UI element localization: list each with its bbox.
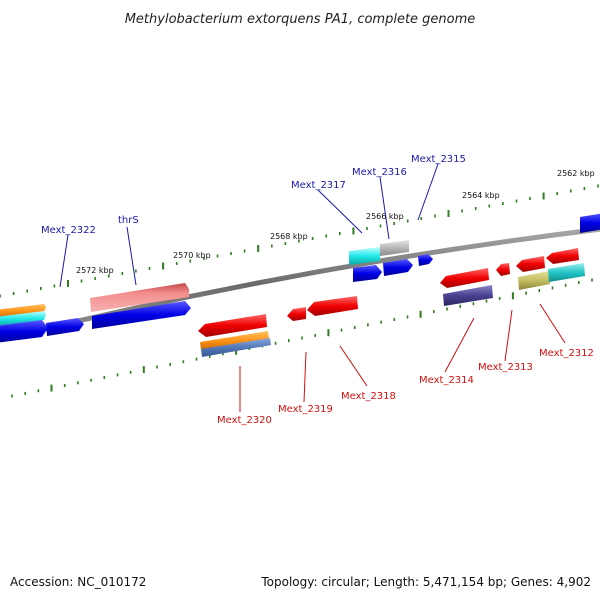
leader-line [59, 234, 69, 288]
gene-arrow-mext-2315[interactable] [418, 254, 433, 266]
gene-arrow-thrs-homolog[interactable] [90, 283, 189, 312]
leader-line [379, 176, 390, 240]
gene-label-mext-2316[interactable]: Mext_2316 [352, 167, 407, 178]
accession-text: Accession: NC_010172 [10, 575, 146, 589]
gene-arrow[interactable] [0, 311, 46, 326]
gene-arrow-mext-2316[interactable] [383, 259, 413, 276]
gene-arrow[interactable] [201, 338, 271, 357]
reverse-strand-features [198, 248, 585, 357]
gene-label-mext-2320[interactable]: Mext_2320 [217, 415, 272, 426]
genome-summary-text: Topology: circular; Length: 5,471,154 bp… [260, 575, 591, 589]
gene-arrow[interactable] [546, 248, 579, 264]
gene-label-mext-2322[interactable]: Mext_2322 [41, 225, 96, 236]
tick-row-inner [11, 278, 593, 398]
tick-row-outer [0, 184, 599, 298]
forward-leaders [59, 163, 439, 288]
leader-line [126, 226, 137, 286]
tick-label: 2572 kbp [76, 266, 114, 275]
gene-arrow[interactable] [380, 240, 409, 256]
tick-labels: 2572 kbp 2570 kbp 2568 kbp 2566 kbp 2564… [76, 169, 595, 275]
leader-line [303, 351, 307, 403]
tick-label: 2570 kbp [173, 251, 211, 260]
gene-arrow[interactable] [580, 213, 600, 233]
forward-gene-labels: Mext_2322 thrS Mext_2317 Mext_2316 Mext_… [41, 154, 466, 236]
gene-arrow[interactable] [200, 331, 269, 350]
tick-label: 2568 kbp [270, 232, 308, 241]
gene-arrow[interactable] [548, 263, 585, 282]
leader-line [504, 309, 513, 362]
leader-line [317, 189, 363, 234]
gene-label-thrs[interactable]: thrS [118, 215, 139, 226]
gene-label-mext-2318[interactable]: Mext_2318 [341, 391, 396, 402]
gene-arrow-mext-2314[interactable] [440, 268, 489, 288]
gene-label-mext-2319[interactable]: Mext_2319 [278, 404, 333, 415]
gene-arrow-thrs[interactable] [92, 301, 191, 329]
forward-strand-features [0, 213, 600, 343]
gene-arrow-mext-2317[interactable] [353, 265, 382, 282]
gene-arrow[interactable] [0, 304, 46, 318]
gene-arrow-mext-2313[interactable] [496, 263, 510, 276]
gene-arrow[interactable] [518, 271, 550, 290]
leader-line [539, 303, 566, 344]
leader-line [417, 163, 439, 221]
gene-arrow-mext-2312[interactable] [516, 256, 545, 272]
tick-label: 2564 kbp [462, 191, 500, 200]
gene-arrow-mext-2318[interactable] [307, 296, 358, 316]
tick-label: 2566 kbp [366, 212, 404, 221]
gene-arrow-mext-2319[interactable] [287, 307, 306, 321]
gene-arrow[interactable] [443, 285, 493, 306]
gene-label-mext-2315[interactable]: Mext_2315 [411, 154, 466, 165]
gene-label-mext-2314[interactable]: Mext_2314 [419, 375, 474, 386]
map-title: Methylobacterium extorquens PA1, complet… [125, 12, 476, 27]
gene-arrow[interactable] [46, 318, 84, 336]
reverse-gene-labels: Mext_2320 Mext_2319 Mext_2318 Mext_2314 … [217, 348, 594, 426]
reverse-leaders [239, 303, 566, 412]
gene-label-mext-2312[interactable]: Mext_2312 [539, 348, 594, 359]
gene-label-mext-2313[interactable]: Mext_2313 [478, 362, 533, 373]
leader-line [444, 317, 475, 373]
gene-arrow[interactable] [349, 247, 380, 265]
gene-label-mext-2317[interactable]: Mext_2317 [291, 180, 346, 191]
tick-label: 2562 kbp [557, 169, 595, 178]
gene-arrow-mext-2320[interactable] [198, 314, 267, 337]
leader-line [339, 345, 368, 387]
gene-arrow[interactable] [0, 320, 48, 343]
